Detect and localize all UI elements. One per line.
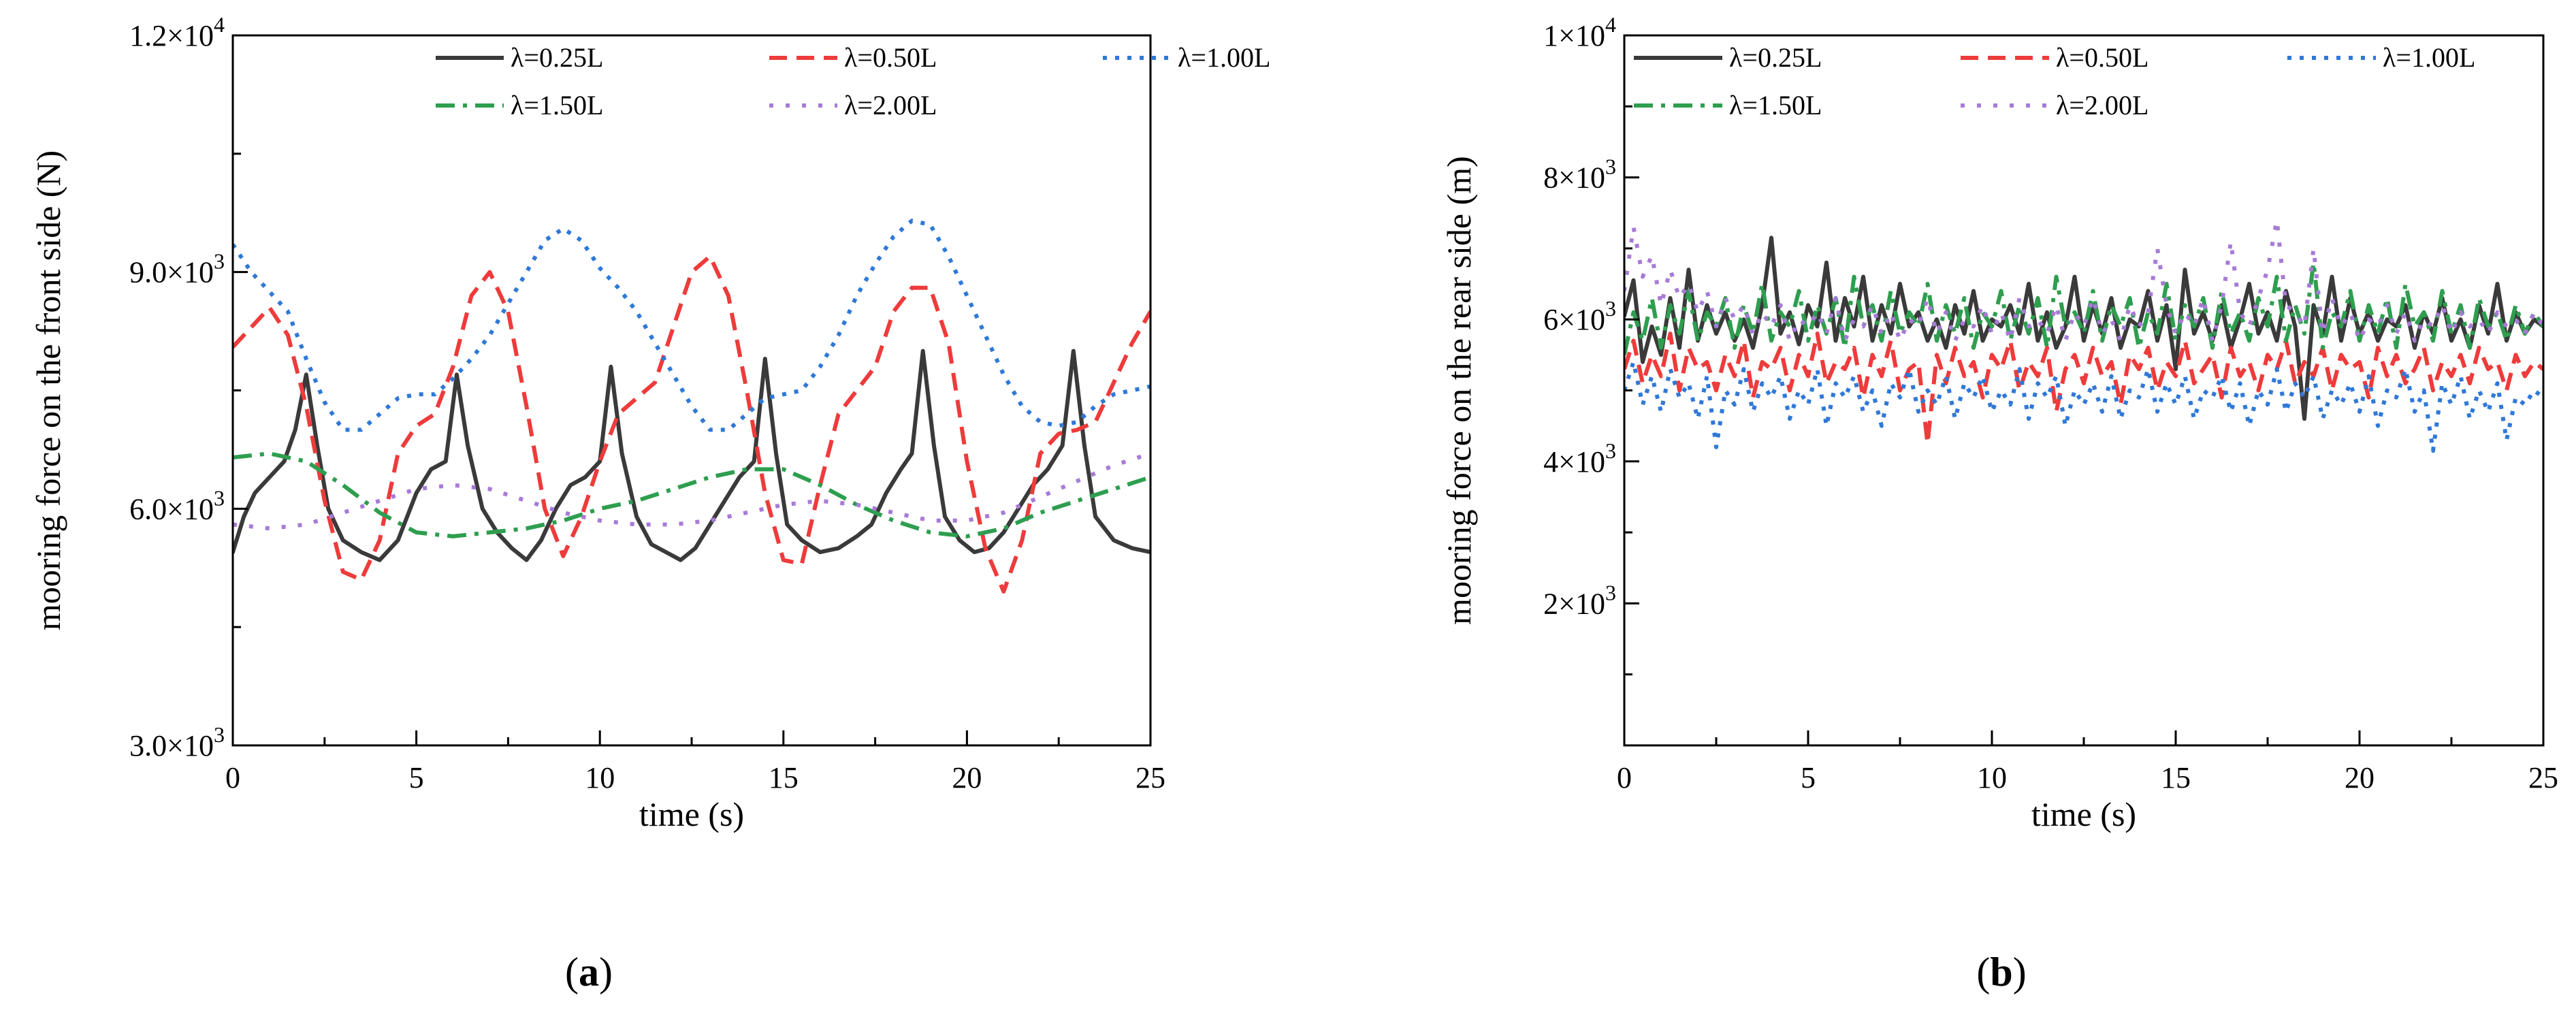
x-tick-label-a: 10 xyxy=(585,761,615,794)
y-axis-b: 2×103 4×103 6×103 8×103 1×104 xyxy=(1543,12,1639,676)
legend-b: λ=0.25L λ=0.50L λ=1.00L λ=1.50L λ=2.00L xyxy=(1634,42,2475,120)
y-tick-label-b: 8×103 xyxy=(1543,155,1616,195)
x-tick-label-b: 10 xyxy=(1977,761,2007,794)
series-line-100-a xyxy=(233,219,1150,432)
x-tick-label-b: 5 xyxy=(1801,761,1816,794)
panel-label-a: (a) xyxy=(565,950,613,995)
x-axis-b: 0 5 10 15 20 25 xyxy=(1617,730,2558,794)
y-axis-title-a: mooring force on the front side (N) xyxy=(29,150,67,630)
legend-label-200-b: λ=2.00L xyxy=(2056,90,2148,120)
panel-a: 0 5 10 15 20 25 3.0×1036.0×1039.0×1031.2×104 … xyxy=(29,12,1270,995)
legend-label-200-a: λ=2.00L xyxy=(844,90,937,120)
legend-label-100-b: λ=1.00L xyxy=(2383,42,2475,73)
legend-label-050-a: λ=0.50L xyxy=(844,42,937,73)
series-line-050-a xyxy=(233,254,1150,594)
x-tick-label-b: 20 xyxy=(2345,761,2374,794)
y-axis-title-b: mooring force on the rear side (m) xyxy=(1440,156,1478,625)
x-tick-label-b: 25 xyxy=(2528,761,2558,794)
legend-label-150-a: λ=1.50L xyxy=(511,90,603,120)
y-tick-label-a: 9.0×103 xyxy=(129,249,225,289)
series-line-025-a xyxy=(233,349,1150,562)
legend-label-025-a: λ=0.25L xyxy=(511,42,603,73)
x-tick-label-b: 15 xyxy=(2161,761,2191,794)
x-tick-label-a: 5 xyxy=(409,761,424,794)
plot-area-b xyxy=(1624,218,2543,453)
plot-area-a xyxy=(233,219,1150,594)
x-axis-title-b: time (s) xyxy=(2031,795,2136,833)
panel-label-b: (b) xyxy=(1976,950,2026,995)
series-line-150-a xyxy=(233,451,1150,538)
axes-frame-b xyxy=(1623,34,2545,747)
x-axis-title-a: time (s) xyxy=(639,795,744,833)
x-tick-label-b: 0 xyxy=(1617,761,1632,794)
legend-label-025-b: λ=0.25L xyxy=(1729,42,1822,73)
legend-a: λ=0.25L λ=0.50L λ=1.00L λ=1.50L λ=2.00L xyxy=(436,42,1270,120)
axes-frame-a xyxy=(231,34,1152,747)
legend-label-050-b: λ=0.50L xyxy=(2056,42,2148,73)
y-tick-label-b: 6×103 xyxy=(1543,296,1616,336)
series-line-200-b xyxy=(1624,218,2543,343)
series-line-025-b xyxy=(1624,236,2543,421)
x-tick-label-a: 25 xyxy=(1136,761,1165,794)
legend-label-150-b: λ=1.50L xyxy=(1729,90,1822,120)
x-axis-a: 0 5 10 15 20 25 xyxy=(225,730,1165,794)
legend-label-100-a: λ=1.00L xyxy=(1178,42,1270,73)
y-tick-label-a: 3.0×103 xyxy=(129,722,225,762)
x-tick-label-a: 0 xyxy=(225,761,240,794)
x-tick-label-a: 15 xyxy=(769,761,799,794)
y-tick-label-a: 6.0×103 xyxy=(129,485,225,526)
y-tick-label-b: 1×104 xyxy=(1543,12,1616,52)
series-line-150-b xyxy=(1624,260,2543,355)
x-tick-label-a: 20 xyxy=(952,761,982,794)
y-tick-label-b: 4×103 xyxy=(1543,438,1616,479)
y-axis-a: 3.0×103 6.0×103 9.0×103 1.2×104 xyxy=(129,12,248,762)
series-line-050-b xyxy=(1624,332,2543,446)
y-tick-label-a: 1.2×104 xyxy=(129,12,225,52)
panel-b: 0 5 10 15 20 25 2×103 4×103 6×103 8×103 1×104 tim… xyxy=(1440,12,2558,995)
y-tick-label-b: 2×103 xyxy=(1543,580,1616,620)
